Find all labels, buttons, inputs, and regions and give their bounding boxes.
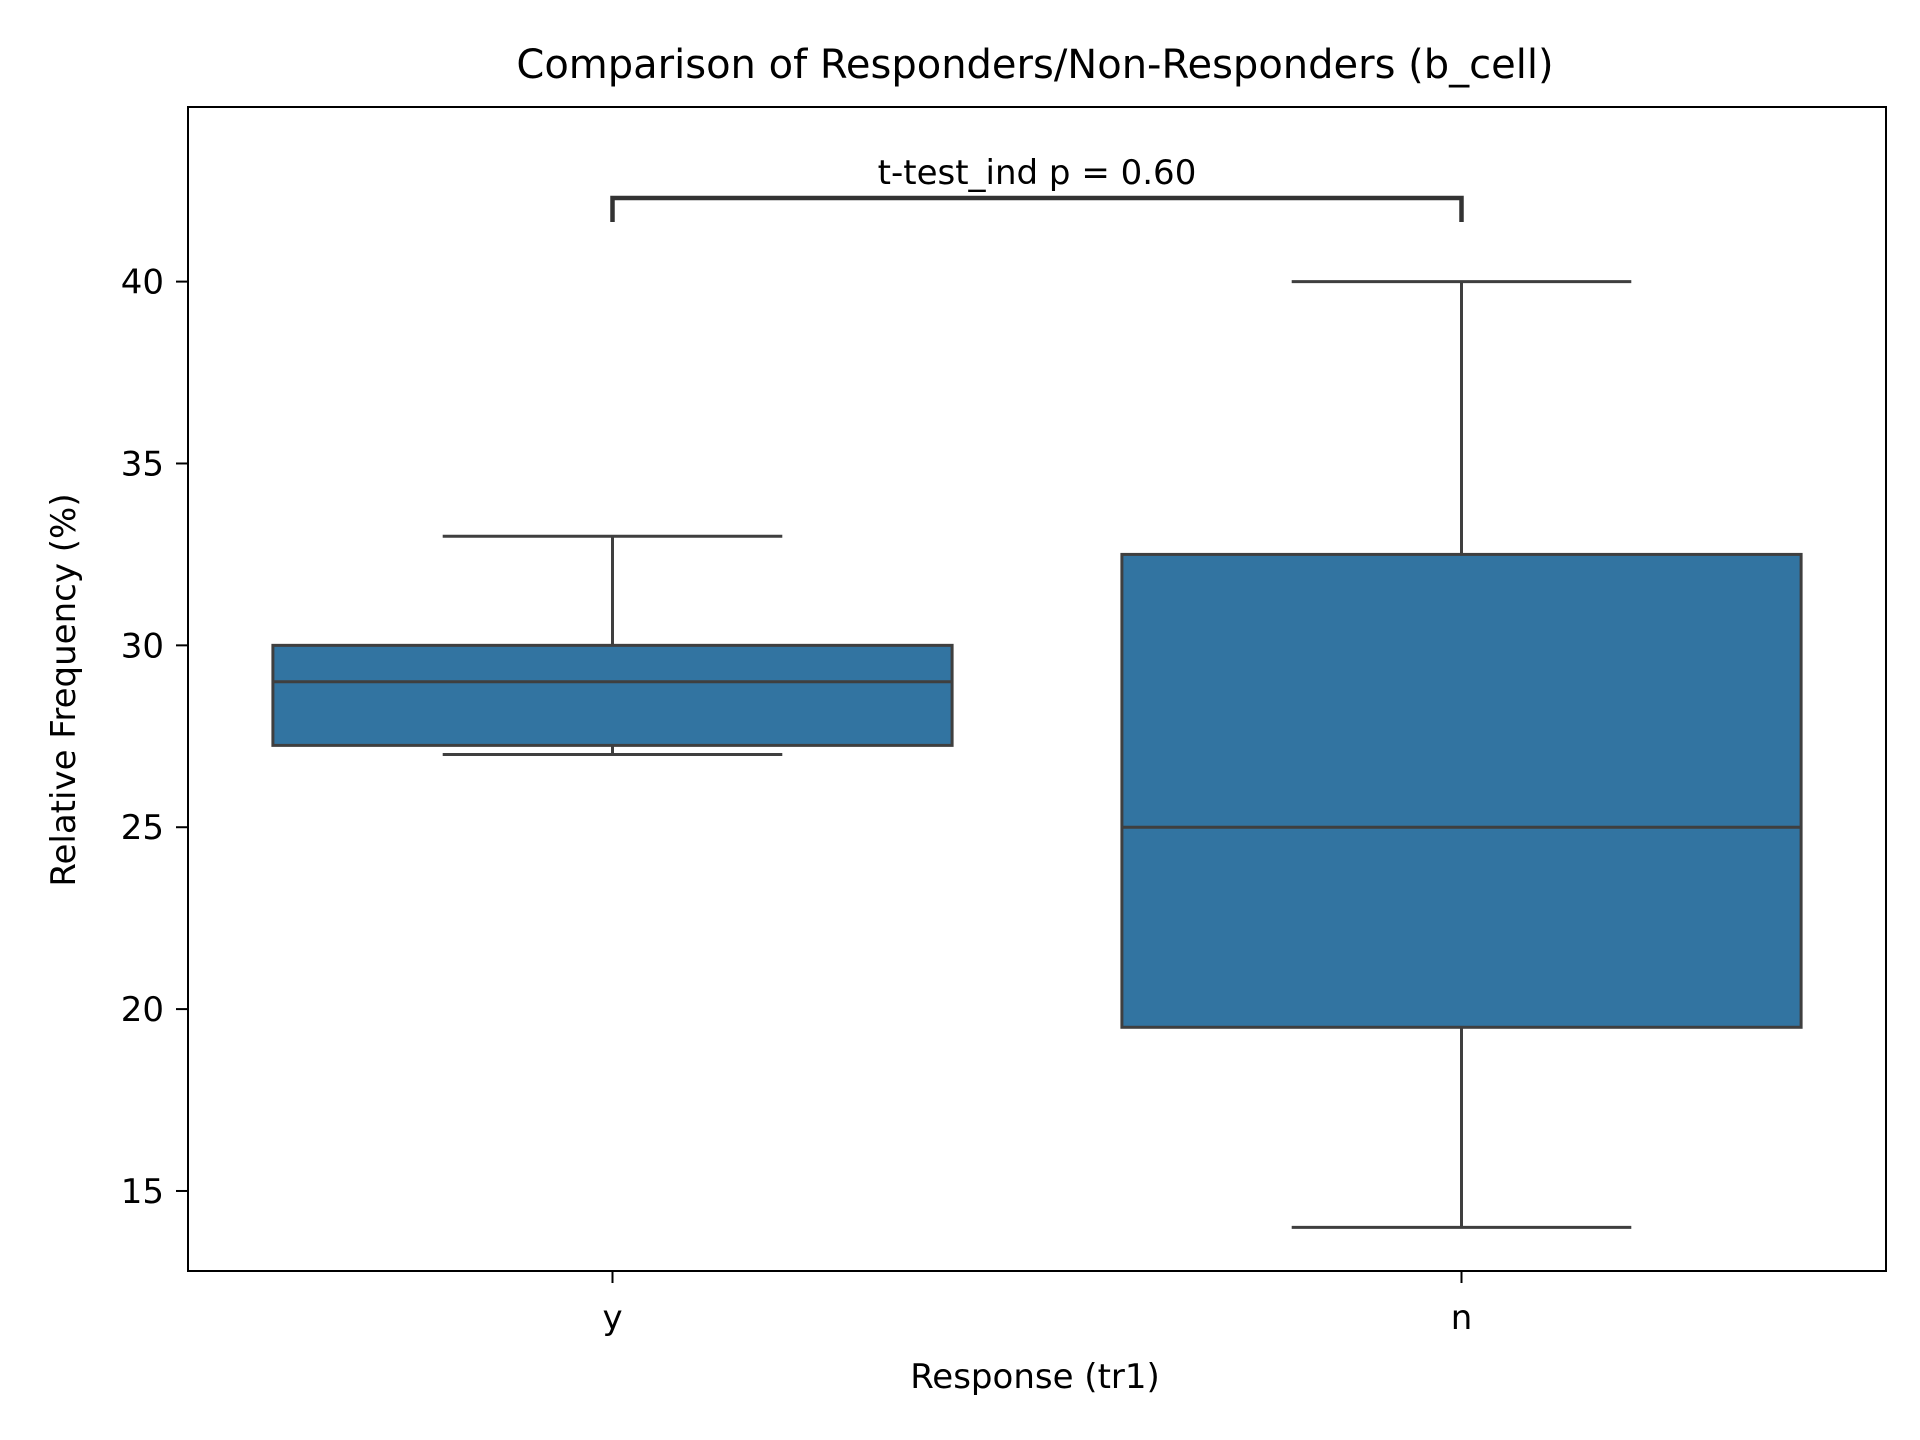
y-tick-label: 35 bbox=[121, 444, 164, 484]
x-axis-label: Response (tr1) bbox=[910, 1357, 1160, 1397]
box-n bbox=[1120, 280, 1803, 1229]
x-tick-label-y: y bbox=[602, 1298, 622, 1338]
y-tick-label: 25 bbox=[121, 808, 164, 848]
y-tick-label: 20 bbox=[121, 990, 164, 1030]
iqr-box bbox=[271, 643, 954, 747]
x-tick-label-n: n bbox=[1451, 1298, 1473, 1338]
y-tick-label: 15 bbox=[121, 1172, 164, 1212]
significance-label: t-test_ind p = 0.60 bbox=[878, 153, 1197, 193]
box-y bbox=[271, 534, 954, 756]
significance-annotation: t-test_ind p = 0.60 bbox=[610, 153, 1464, 222]
chart-title: Comparison of Responders/Non-Responders … bbox=[516, 42, 1553, 88]
y-axis-label: Relative Frequency (%) bbox=[44, 493, 84, 886]
y-tick-label: 30 bbox=[121, 626, 164, 666]
plot-frame bbox=[187, 106, 1887, 1272]
y-tick-label: 40 bbox=[121, 263, 164, 303]
significance-bracket bbox=[610, 195, 1464, 222]
iqr-box bbox=[1120, 552, 1803, 1029]
y-axis: 15 20 25 30 35 40 bbox=[121, 263, 188, 1212]
